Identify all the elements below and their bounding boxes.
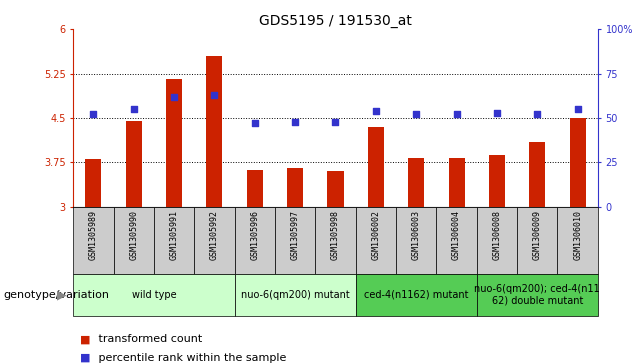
- Point: [250, 121, 260, 126]
- Bar: [408, 158, 424, 207]
- Text: GSM1306002: GSM1306002: [371, 210, 380, 260]
- Bar: [356, 274, 477, 316]
- Bar: [275, 207, 315, 274]
- Bar: [489, 155, 505, 207]
- Bar: [73, 274, 235, 316]
- Text: nuo-6(qm200) mutant: nuo-6(qm200) mutant: [241, 290, 350, 300]
- Bar: [113, 207, 154, 274]
- Text: GSM1306003: GSM1306003: [411, 210, 420, 260]
- Text: genotype/variation: genotype/variation: [3, 290, 109, 300]
- Point: [209, 92, 219, 98]
- Point: [452, 111, 462, 117]
- Bar: [287, 168, 303, 207]
- Point: [532, 111, 543, 117]
- Text: GSM1305990: GSM1305990: [129, 210, 138, 260]
- Text: GSM1305992: GSM1305992: [210, 210, 219, 260]
- Bar: [235, 207, 275, 274]
- Point: [88, 111, 99, 117]
- Bar: [529, 142, 546, 207]
- Point: [492, 110, 502, 115]
- Bar: [194, 207, 235, 274]
- Point: [331, 119, 341, 125]
- Bar: [315, 207, 356, 274]
- Point: [290, 119, 300, 125]
- Bar: [85, 159, 101, 207]
- Text: GSM1305989: GSM1305989: [89, 210, 98, 260]
- Text: GSM1306008: GSM1306008: [492, 210, 501, 260]
- Text: GSM1305997: GSM1305997: [291, 210, 300, 260]
- Bar: [436, 207, 477, 274]
- Bar: [477, 207, 517, 274]
- Point: [371, 108, 381, 114]
- Title: GDS5195 / 191530_at: GDS5195 / 191530_at: [259, 14, 412, 28]
- Text: GSM1305991: GSM1305991: [170, 210, 179, 260]
- Text: GSM1306004: GSM1306004: [452, 210, 461, 260]
- Bar: [206, 56, 223, 207]
- Point: [411, 111, 421, 117]
- Bar: [247, 170, 263, 207]
- Text: transformed count: transformed count: [95, 334, 203, 344]
- Text: ced-4(n1162) mutant: ced-4(n1162) mutant: [364, 290, 469, 300]
- Bar: [328, 171, 343, 207]
- Bar: [368, 127, 384, 207]
- Text: percentile rank within the sample: percentile rank within the sample: [95, 352, 287, 363]
- Bar: [558, 207, 598, 274]
- Text: nuo-6(qm200); ced-4(n11
62) double mutant: nuo-6(qm200); ced-4(n11 62) double mutan…: [474, 284, 600, 306]
- Point: [572, 106, 583, 112]
- Point: [128, 106, 139, 112]
- Bar: [517, 207, 558, 274]
- Bar: [126, 121, 142, 207]
- Bar: [73, 207, 113, 274]
- Bar: [396, 207, 436, 274]
- Text: GSM1306009: GSM1306009: [533, 210, 542, 260]
- Point: [169, 94, 179, 99]
- Text: GSM1305996: GSM1305996: [251, 210, 259, 260]
- Text: wild type: wild type: [132, 290, 176, 300]
- Text: ■: ■: [80, 334, 90, 344]
- Bar: [166, 79, 182, 207]
- Text: ■: ■: [80, 352, 90, 363]
- Bar: [235, 274, 356, 316]
- Bar: [356, 207, 396, 274]
- Bar: [448, 158, 465, 207]
- Bar: [154, 207, 194, 274]
- Text: GSM1306010: GSM1306010: [573, 210, 582, 260]
- Text: GSM1305998: GSM1305998: [331, 210, 340, 260]
- Bar: [477, 274, 598, 316]
- Text: ▶: ▶: [57, 289, 67, 301]
- Bar: [570, 118, 586, 207]
